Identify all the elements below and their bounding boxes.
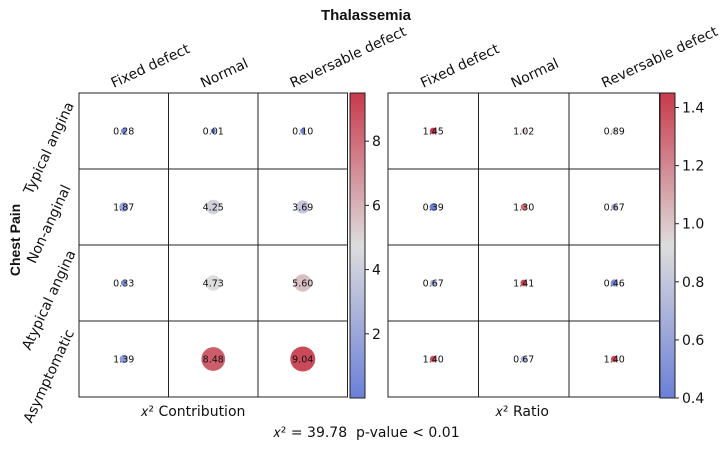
cell-marker [610,279,618,287]
row-label: Typical angina [21,100,78,198]
colorbar-tick-label: 0.4 [682,391,704,407]
cell-marker [611,128,617,134]
cell-value-label: 1.40 [604,355,625,366]
panel-title: 𝑥² Ratio [495,404,549,420]
cell-marker [430,279,437,287]
cell-value-label: 1.30 [513,203,534,214]
column-label: Fixed defect [418,41,502,92]
colorbar-tick-label: 0.6 [682,333,704,349]
column-label: Fixed defect [109,41,193,92]
cell-value-label: 0.89 [604,127,625,138]
cell-value-label: 0.46 [604,279,625,290]
figure-title: Thalassemia [321,7,412,24]
cell-value-label: 0.33 [113,279,134,290]
cell-marker [290,346,316,372]
cell-marker [296,200,310,214]
cell-marker [610,355,618,363]
colorbar-tick-label: 8 [372,134,381,150]
cell-marker [429,203,437,211]
colorbar-tick-label: 1.0 [682,217,704,233]
cell-value-label: 4.25 [203,203,224,214]
column-label: Normal [198,56,251,92]
cell-value-label: 3.69 [292,203,313,214]
cell-marker [120,280,127,286]
cell-value-label: 9.04 [292,355,313,366]
column-label: Reversable defect [288,24,410,92]
cell-marker [520,203,527,211]
heatmap-panel-1: 0.28 0.01 0.10 1.87 4.25 3.69 0.33 4.73 5.60 1.39… [19,24,409,426]
cell-value-label: 0.10 [292,127,313,138]
heatmap-panel-2: 1.45 1.02 0.890.39 1.30 0.670.67 1.41 0.461.40… [387,24,720,420]
y-axis-title: Chest Pain [7,204,23,276]
cell-marker [521,128,527,134]
panel-title: 𝑥² Contribution [141,404,246,420]
colorbar-tick-label: 6 [372,198,381,214]
cell-value-label: 1.45 [423,127,444,138]
cell-value-label: 0.67 [423,279,444,290]
cell-value-label: 8.48 [203,355,224,366]
cell-value-label: 0.67 [513,355,534,366]
colorbar [659,92,676,399]
cell-value-label: 0.01 [203,127,224,138]
cell-marker [206,199,221,215]
cell-marker [300,128,306,134]
colorbar-tick-label: 1.2 [682,159,704,175]
cell-value-label: 4.73 [203,279,224,290]
cell-marker [119,354,128,364]
cell-marker [429,127,437,135]
colorbar-tick-label: 4 [372,263,381,279]
cell-value-label: 0.28 [113,127,134,138]
plots-group: 0.28 0.01 0.10 1.87 4.25 3.69 0.33 4.73 5.60 1.39… [19,24,720,426]
cell-marker [119,202,129,212]
cell-marker [205,275,221,291]
cell-marker [294,274,312,292]
column-label: Normal [509,56,562,92]
cell-marker [201,347,226,371]
cell-value-label: 1.40 [423,355,444,366]
cell-value-label: 1.41 [513,279,534,290]
cell-value-label: 1.39 [113,355,134,366]
cell-marker [120,128,127,134]
cell-value-label: 5.60 [292,279,313,290]
cell-value-label: 0.39 [423,203,444,214]
cell-marker [520,355,527,363]
p-value-text: p-value < 0.01 [356,425,460,441]
cell-marker [611,203,618,211]
colorbar-tick-label: 2 [372,327,381,343]
colorbar-tick-label: 1.4 [682,101,704,117]
chi-square-total: 𝑥² = 39.78 [273,425,347,441]
column-label: Reversable defect [599,24,720,92]
cell-marker [520,279,528,287]
cell-marker [210,128,216,134]
colorbar [349,92,366,399]
colorbar-tick-label: 0.8 [682,275,704,291]
cell-value-label: 0.67 [604,203,625,214]
cell-marker [429,355,437,363]
cell-value-label: 1.02 [513,127,534,138]
cell-value-label: 1.87 [113,203,134,214]
